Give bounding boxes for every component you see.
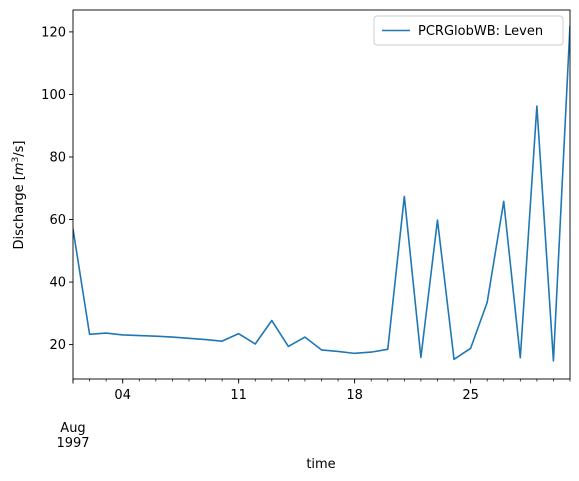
series-line-0: [73, 25, 570, 362]
y-axis-label-rest: /s]: [12, 141, 27, 157]
y-axis-label: Discharge [m3/s]: [11, 141, 27, 250]
x-tick-label: 25: [462, 388, 479, 403]
y-tick-label: 80: [49, 150, 66, 165]
y-axis-label-exp: 3: [11, 157, 21, 163]
legend-entry-label: PCRGlobWB: Leven: [418, 24, 543, 39]
x-tick-label: 04: [114, 388, 131, 403]
x-axis-label: time: [306, 457, 335, 472]
y-tick-label: 100: [41, 88, 66, 103]
y-tick-label: 60: [49, 213, 66, 228]
y-tick-label: 20: [49, 338, 66, 353]
y-tick-label: 120: [41, 25, 66, 40]
x-tick-label-year: 1997: [56, 436, 89, 451]
x-tick-label: 11: [230, 388, 247, 403]
x-tick-label: 18: [346, 388, 363, 403]
y-axis-label-main: Discharge [: [12, 175, 27, 249]
x-tick-label-month: Aug: [60, 421, 85, 436]
legend: PCRGlobWB: Leven: [373, 15, 564, 46]
y-tick-label: 40: [49, 276, 66, 291]
axis-labels: time Discharge [m3/s]: [11, 141, 336, 472]
y-axis-label-m: m: [12, 162, 27, 175]
legend-box: [373, 15, 564, 46]
axes-frame: [72, 9, 571, 380]
plot-area: [73, 25, 570, 362]
